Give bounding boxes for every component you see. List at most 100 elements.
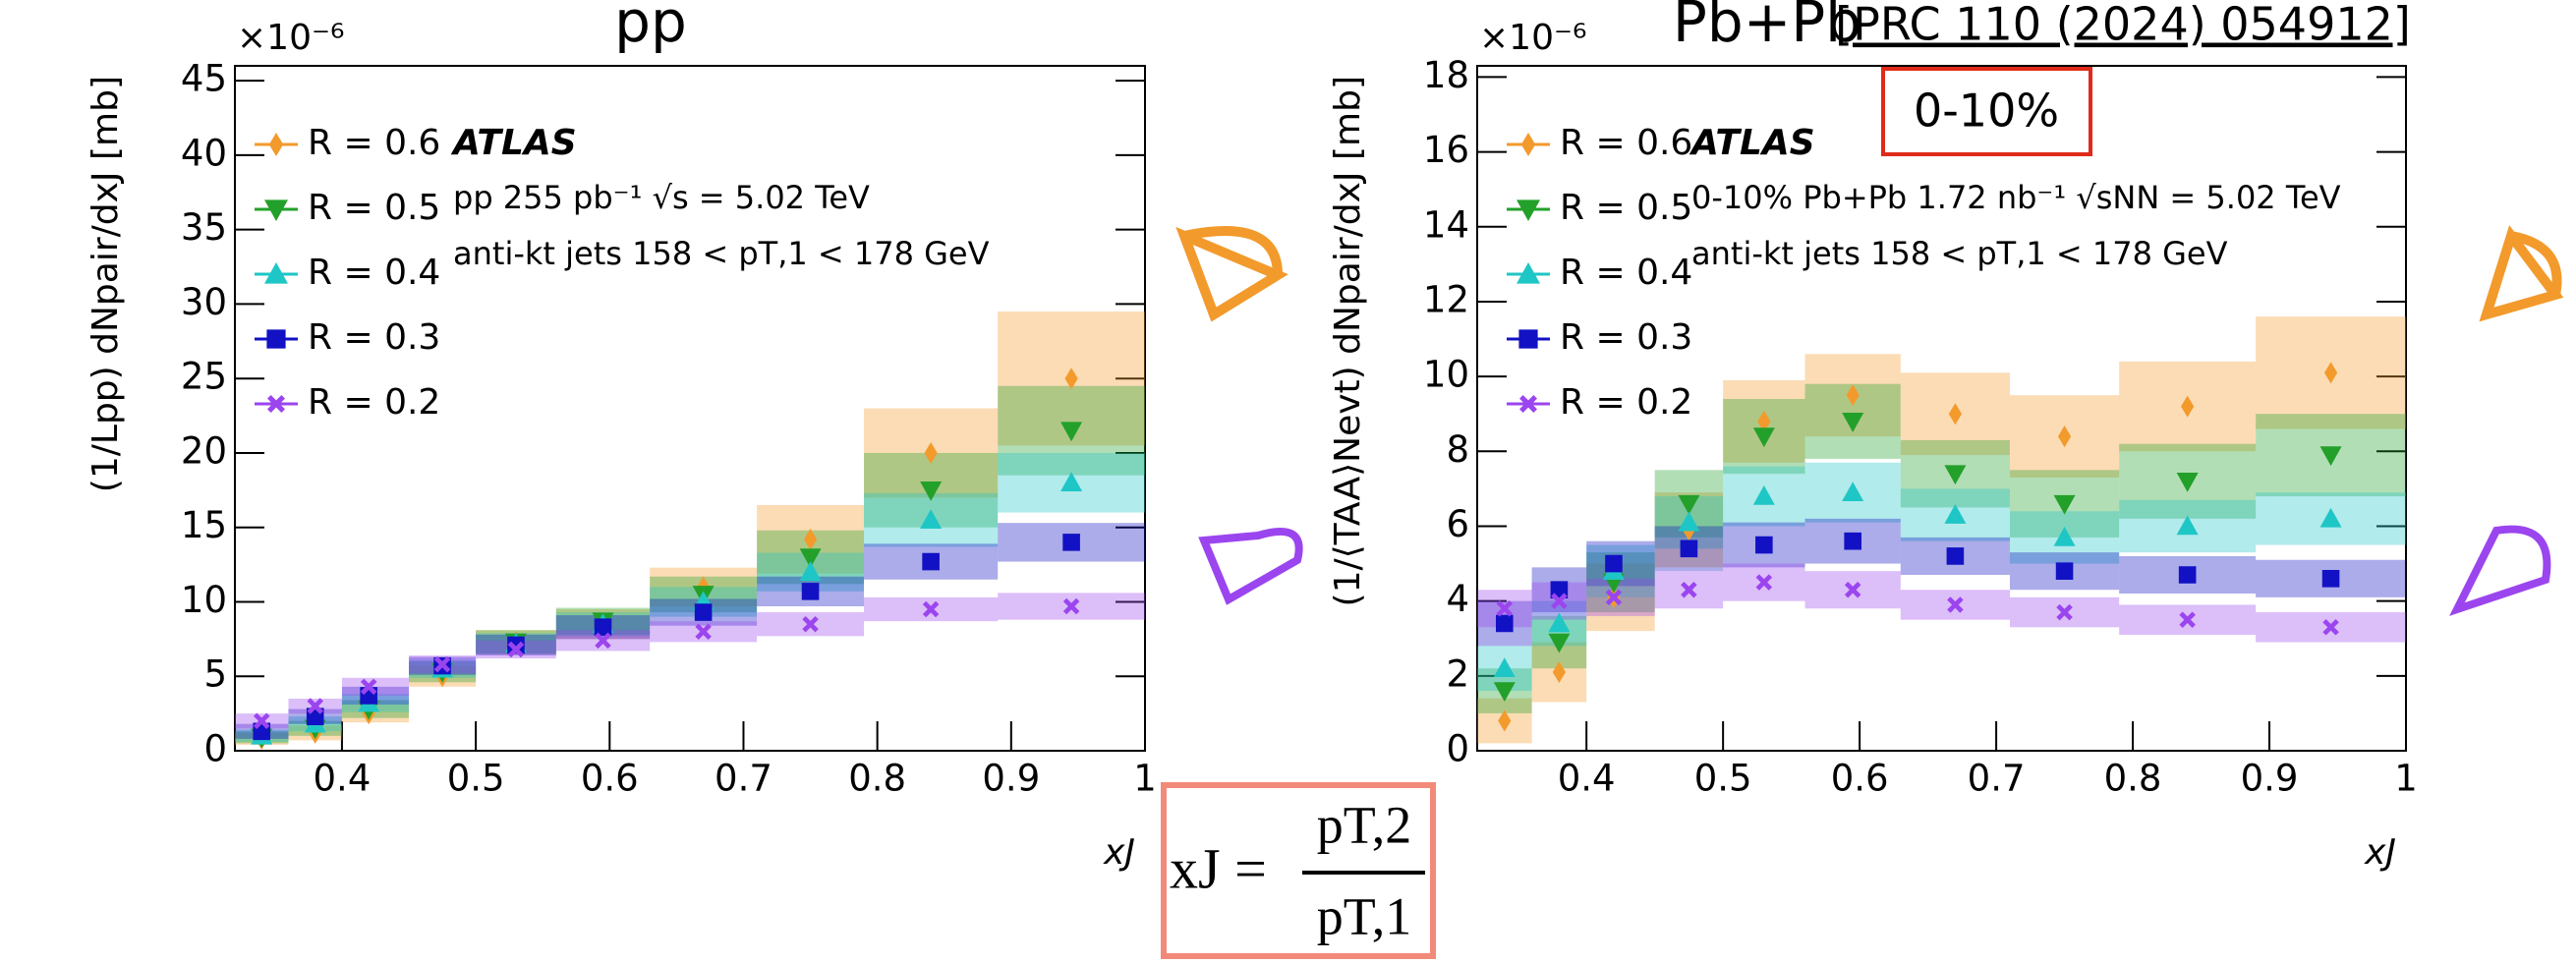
marker: [1678, 511, 1700, 532]
y-tick-label: 12: [1423, 278, 1469, 320]
x-tick-label: 0.5: [1694, 758, 1752, 800]
y-tick-label: 5: [203, 653, 227, 696]
marker: [802, 615, 819, 633]
formula-box: [1161, 782, 1436, 959]
marker: [922, 552, 940, 571]
legend-label: R = 0.3: [308, 317, 440, 358]
legend-label: R = 0.6: [308, 123, 440, 163]
cone-icon-purple: [1198, 528, 1303, 605]
x-tick-label: 0.4: [314, 758, 372, 800]
annotation: anti-kt jets 158 < pT,1 < 178 GeV: [1691, 235, 2228, 272]
marker: [360, 678, 377, 696]
formula-denominator: pT,1: [1317, 886, 1411, 945]
marker: [1552, 661, 1566, 684]
marker: [1498, 709, 1512, 732]
reference-link[interactable]: [PRC 110 (2024) 054912]: [1835, 0, 2411, 51]
y-tick-label: 0: [1446, 728, 1469, 770]
marker: [2053, 526, 2076, 546]
marker: [1517, 199, 1540, 221]
y-tick-label: 8: [1446, 428, 1469, 471]
marker: [595, 632, 611, 650]
y-tick-label: 10: [1423, 354, 1469, 396]
y-tick-label: 2: [1446, 652, 1469, 695]
legend-label: R = 0.2: [308, 382, 440, 423]
x-tick-label: 0.9: [2241, 758, 2299, 800]
marker: [1752, 485, 1775, 505]
x-tick-label: 0.7: [1968, 758, 2026, 800]
marker: [1548, 612, 1571, 633]
y-tick-label: 14: [1423, 203, 1469, 246]
marker: [922, 600, 940, 618]
centrality-label: 0-10%: [1914, 85, 2059, 138]
marker: [2178, 566, 2197, 584]
legend-label: R = 0.5: [308, 188, 440, 228]
annotation: ATLAS: [450, 123, 577, 163]
marker: [1757, 410, 1771, 432]
marker: [1755, 536, 1773, 554]
multiplier: ×10⁻⁶: [1479, 18, 1586, 58]
uncertainty-band: [341, 677, 410, 696]
centrality-box: [1881, 67, 2092, 156]
marker: [507, 636, 525, 654]
legend-label: R = 0.2: [1560, 382, 1692, 423]
marker: [2323, 362, 2338, 384]
uncertainty-band: [341, 705, 410, 723]
y-tick-label: 25: [181, 356, 227, 398]
y-tick-label: 45: [181, 58, 227, 100]
x-tick-label: 1: [2394, 758, 2418, 800]
y-tick-label: 30: [181, 281, 227, 323]
x-tick-label: 0.7: [715, 758, 773, 800]
marker: [1517, 262, 1540, 284]
marker: [2181, 395, 2195, 418]
marker: [433, 655, 451, 673]
marker: [1605, 589, 1623, 606]
marker: [1680, 539, 1698, 558]
marker: [2321, 569, 2340, 588]
legend-label: R = 0.4: [308, 253, 440, 293]
chart-title: Pb+Pb: [1673, 0, 1861, 55]
x-tick-label: 0.6: [581, 758, 639, 800]
y-tick-label: 10: [181, 579, 227, 621]
marker: [2322, 619, 2339, 636]
marker: [1948, 403, 1962, 425]
formula-numerator: pT,2: [1317, 795, 1411, 854]
marker: [267, 395, 285, 413]
marker: [594, 618, 612, 637]
marker: [694, 603, 713, 621]
marker: [266, 329, 286, 349]
multiplier: ×10⁻⁶: [237, 18, 344, 58]
marker: [507, 641, 525, 658]
marker: [264, 199, 288, 221]
marker: [1493, 657, 1516, 678]
marker: [803, 528, 818, 550]
chart-title: pp: [614, 0, 687, 55]
marker: [1752, 427, 1775, 448]
marker: [1060, 422, 1083, 442]
y-tick-label: 20: [181, 429, 227, 472]
marker: [1947, 596, 1964, 613]
marker: [307, 698, 323, 714]
marker: [253, 712, 270, 729]
marker: [2176, 515, 2199, 536]
marker: [799, 548, 822, 569]
cone-icon-orange: [1175, 226, 1288, 322]
annotation: anti-kt jets 158 < pT,1 < 178 GeV: [453, 235, 990, 272]
x-tick-label: 1: [1133, 758, 1157, 800]
legend-label: R = 0.3: [1560, 317, 1692, 358]
annotation: 0-10% Pb+Pb 1.72 nb⁻¹ √sNN = 5.02 TeV: [1691, 179, 2341, 216]
marker: [2057, 425, 2072, 448]
y-tick-label: 18: [1423, 54, 1469, 96]
marker: [1495, 614, 1514, 633]
marker: [2055, 562, 2074, 580]
marker: [1519, 395, 1537, 413]
annotation: ATLAS: [1689, 123, 1815, 163]
formula-lhs: xJ =: [1170, 836, 1267, 900]
marker: [2319, 446, 2342, 467]
x-tick-label: 0.5: [447, 758, 505, 800]
marker: [1844, 532, 1861, 550]
y-tick-label: 0: [203, 728, 227, 770]
cone-icon-purple: [2449, 525, 2551, 616]
marker: [1946, 547, 1965, 565]
legend-label: R = 0.4: [1560, 253, 1692, 293]
